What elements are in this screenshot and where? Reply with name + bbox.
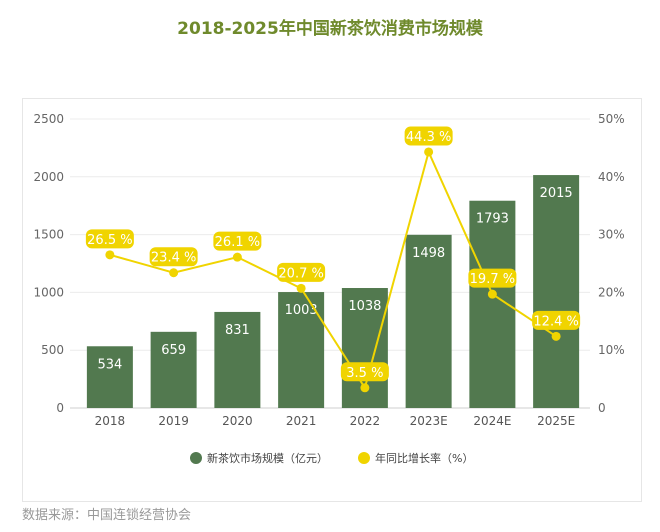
x-tick-label: 2020 — [222, 414, 253, 428]
growth-label: 20.7 % — [278, 266, 323, 281]
x-tick-label: 2018 — [95, 414, 126, 428]
x-tick-label: 2022 — [350, 414, 381, 428]
growth-point — [551, 331, 561, 341]
legend-bar-marker — [190, 452, 202, 464]
growth-label: 19.7 % — [470, 272, 515, 287]
y-left-tick-label: 2500 — [33, 112, 64, 126]
y-left-tick-label: 1000 — [33, 285, 64, 299]
bar-value-label: 1038 — [348, 299, 381, 314]
growth-label: 26.1 % — [215, 235, 260, 250]
bar-value-label: 1793 — [476, 212, 509, 227]
growth-label: 44.3 % — [406, 130, 451, 145]
growth-point — [296, 283, 306, 293]
growth-label: 26.5 % — [87, 233, 132, 248]
bar-value-label: 831 — [225, 323, 250, 338]
bar — [533, 175, 580, 408]
legend-line-marker — [358, 452, 370, 464]
x-tick-label: 2019 — [158, 414, 189, 428]
bar — [86, 346, 133, 408]
bar-value-label: 1003 — [285, 303, 318, 318]
y-left-tick-label: 1500 — [33, 228, 64, 242]
y-right-tick-label: 0 — [598, 401, 606, 415]
growth-point — [105, 250, 115, 260]
bar — [405, 234, 452, 408]
growth-label-bubble — [468, 268, 517, 288]
bar-value-label: 2015 — [540, 186, 573, 201]
growth-label-bubble — [85, 229, 134, 249]
x-tick-label: 2025E — [537, 414, 575, 428]
legend-line-label: 年同比增长率（%） — [375, 451, 473, 465]
growth-label-bubble — [532, 310, 581, 330]
growth-point — [487, 289, 497, 299]
growth-label: 12.4 % — [533, 314, 578, 329]
bar-value-label: 534 — [97, 357, 122, 372]
bar — [150, 331, 197, 408]
bar-value-label: 659 — [161, 343, 186, 358]
chart-card — [22, 98, 642, 502]
growth-label: 3.5 % — [346, 366, 383, 381]
y-right-tick-label: 40% — [598, 170, 625, 184]
data-source: 数据来源：中国连锁经营协会 — [22, 508, 192, 523]
growth-point — [232, 252, 242, 262]
bar — [214, 311, 261, 408]
chart-title: 2018-2025年中国新茶饮消费市场规模 — [177, 19, 483, 39]
legend-bar-label: 新茶饮市场规模（亿元） — [207, 451, 328, 465]
growth-point — [360, 383, 370, 393]
x-tick-label: 2023E — [410, 414, 448, 428]
x-tick-label: 2021 — [286, 414, 317, 428]
y-right-tick-label: 30% — [598, 228, 625, 242]
x-tick-label: 2024E — [473, 414, 511, 428]
bar-value-label: 1498 — [412, 246, 445, 261]
y-right-tick-label: 20% — [598, 285, 625, 299]
growth-label-bubble — [404, 126, 453, 146]
y-left-tick-label: 2000 — [33, 170, 64, 184]
y-left-tick-label: 500 — [41, 343, 64, 357]
growth-label-bubble — [149, 247, 198, 267]
growth-point — [169, 268, 179, 278]
y-right-tick-label: 10% — [598, 343, 625, 357]
y-right-tick-label: 50% — [598, 112, 625, 126]
growth-point — [424, 147, 434, 157]
growth-label-bubble — [213, 231, 262, 251]
y-left-tick-label: 0 — [56, 401, 64, 415]
growth-label-bubble — [277, 262, 326, 282]
growth-label-bubble — [340, 362, 389, 382]
growth-label: 23.4 % — [151, 251, 196, 266]
